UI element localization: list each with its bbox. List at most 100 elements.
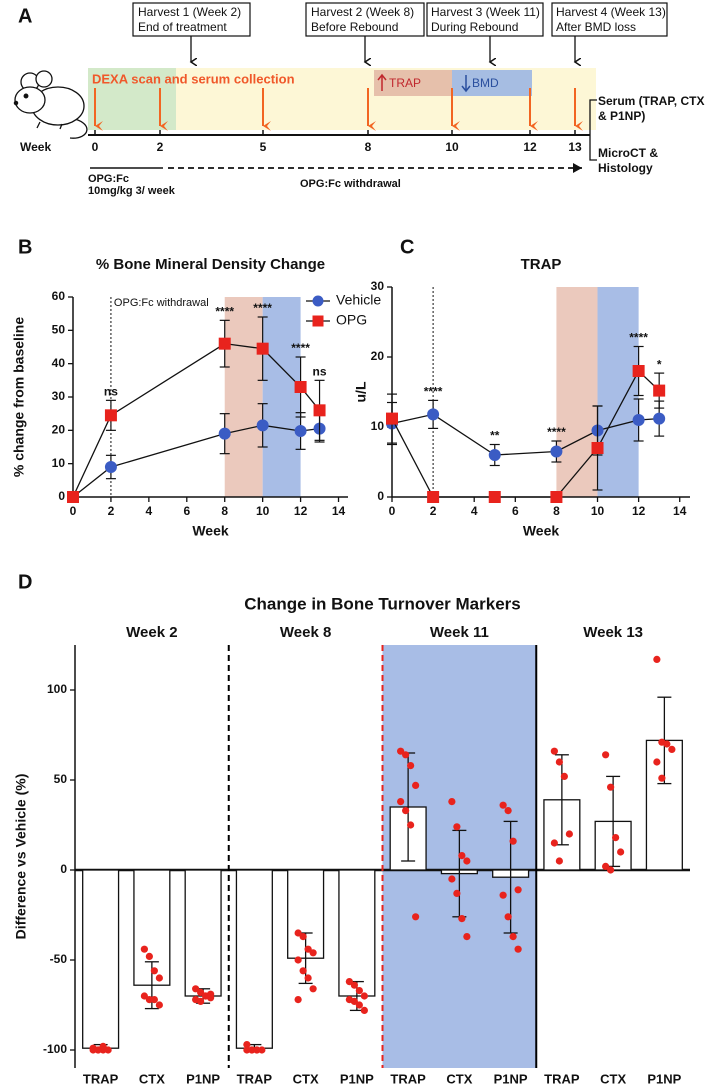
week-label: 2 xyxy=(157,140,164,154)
shaded-span xyxy=(597,287,639,497)
x-tick-label: 8 xyxy=(221,504,228,518)
x-tick-label: 0 xyxy=(389,504,396,518)
legend-marker xyxy=(312,315,324,327)
y-tick-label: 30 xyxy=(52,389,66,403)
x-tick-label: 14 xyxy=(673,504,687,518)
data-point xyxy=(612,834,620,842)
data-point xyxy=(294,929,302,937)
week-marks: 0 2 5 8 10 12 13 xyxy=(92,88,583,154)
x-tick-label: 0 xyxy=(70,504,77,518)
data-point xyxy=(299,933,307,941)
harvest-box xyxy=(132,2,251,37)
down-arrow xyxy=(461,75,471,93)
data-point xyxy=(448,875,456,883)
annotation: **** xyxy=(424,385,443,399)
data-point xyxy=(514,886,522,894)
data-point xyxy=(632,414,645,426)
bar xyxy=(184,869,222,997)
data-point xyxy=(355,987,363,995)
data-point xyxy=(386,412,398,425)
y-axis-label: u/L xyxy=(353,381,369,402)
data-point xyxy=(197,988,205,997)
data-point xyxy=(360,992,368,1000)
phase-label: TRAP xyxy=(389,76,421,90)
shaded-span xyxy=(262,297,301,497)
y-tick-label: 50 xyxy=(52,323,66,337)
x-tick-label: 2 xyxy=(108,504,115,518)
harvest-subtitle: End of treatment xyxy=(138,20,227,34)
trap-phase xyxy=(374,70,452,96)
data-point xyxy=(550,839,558,847)
data-point xyxy=(304,974,312,982)
data-point xyxy=(313,404,326,417)
data-point xyxy=(304,945,312,953)
chart-title: % Bone Mineral Density Change xyxy=(96,256,325,273)
harvest-box xyxy=(551,2,668,37)
data-point xyxy=(360,1006,368,1015)
panel-label: D xyxy=(18,571,32,593)
week-label: 13 xyxy=(568,140,582,154)
data-point xyxy=(555,758,563,766)
data-point xyxy=(192,985,200,993)
harvest-subtitle: After BMD loss xyxy=(556,20,636,34)
phase-label: BMD xyxy=(472,76,499,90)
x-tick-label: 8 xyxy=(553,504,560,518)
annotation: ns xyxy=(104,385,118,399)
x-tick-label: 12 xyxy=(294,504,308,518)
data-point xyxy=(663,740,671,748)
legend-label: OPG xyxy=(336,312,367,328)
week-label: 8 xyxy=(365,140,372,154)
output-label: Serum (TRAP, CTX & P1NP) xyxy=(598,94,705,123)
data-point xyxy=(309,985,317,993)
data-point xyxy=(294,956,302,964)
data-point xyxy=(243,1041,251,1049)
data-point xyxy=(218,427,231,440)
x-tick-label: 6 xyxy=(512,504,519,518)
data-point xyxy=(488,491,501,503)
week-label: 5 xyxy=(260,140,267,154)
data-point xyxy=(602,751,610,759)
x-tick-label: 4 xyxy=(146,504,153,518)
bar xyxy=(338,869,376,997)
y-tick-label: 0 xyxy=(58,489,65,503)
data-point xyxy=(453,889,461,898)
harvest-boxes xyxy=(132,2,668,37)
data-point xyxy=(458,915,466,923)
y-tick-label: 0 xyxy=(377,489,384,503)
data-point xyxy=(207,990,215,998)
data-point xyxy=(591,442,604,454)
x-tick-label: P1NP xyxy=(186,1071,220,1086)
x-tick-label: P1NP xyxy=(647,1071,681,1086)
data-point xyxy=(653,655,661,664)
legend-marker xyxy=(312,295,324,307)
data-point xyxy=(632,365,645,377)
data-point xyxy=(412,781,420,790)
chart-title: TRAP xyxy=(521,256,562,273)
data-point xyxy=(448,798,456,806)
collection-label: DEXA scan and serum collection xyxy=(92,71,295,86)
data-point xyxy=(197,997,205,1006)
data-point xyxy=(402,807,410,815)
x-tick-label: TRAP xyxy=(83,1071,119,1086)
timeline-label: Week xyxy=(20,140,51,154)
y-tick-label: 30 xyxy=(371,279,385,293)
harvest-title: Harvest 4 (Week 13) xyxy=(556,5,666,19)
data-point xyxy=(602,862,610,871)
data-point xyxy=(488,449,501,461)
data-point xyxy=(509,837,517,845)
x-tick-label: CTX xyxy=(446,1071,472,1086)
x-tick-label: 12 xyxy=(632,504,646,518)
x-tick-label: TRAP xyxy=(390,1071,426,1086)
y-tick-label: 10 xyxy=(52,456,66,470)
y-tick-label: 20 xyxy=(371,349,385,363)
data-point xyxy=(155,974,163,982)
withdrawal-label: OPG:Fc withdrawal xyxy=(300,178,401,190)
harvest-title: Harvest 1 (Week 2) xyxy=(138,5,241,19)
data-point xyxy=(427,408,440,421)
y-tick-label: 40 xyxy=(52,356,66,370)
x-tick-label: P1NP xyxy=(494,1071,528,1086)
harvest-title: Harvest 3 (Week 11) xyxy=(431,5,540,19)
data-point xyxy=(407,821,415,829)
